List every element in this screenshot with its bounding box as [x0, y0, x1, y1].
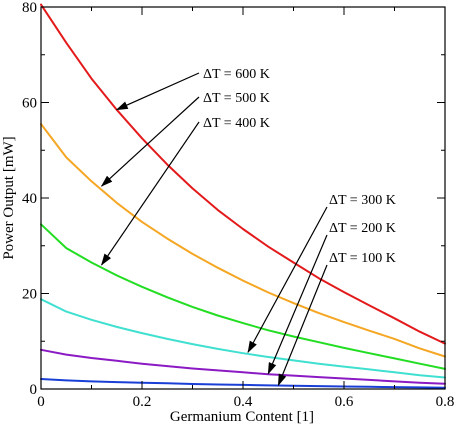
annotation-arrow [277, 264, 328, 387]
x-tick-label: 0.2 [133, 394, 152, 410]
annotation-label: ΔT = 200 K [329, 221, 396, 236]
x-axis-title: Germanium Content [1] [170, 409, 314, 425]
annotation-label: ΔT = 300 K [329, 193, 396, 208]
annotation-label: ΔT = 400 K [203, 116, 270, 131]
y-tick-label: 0 [30, 382, 38, 398]
annotation-arrow [115, 72, 200, 111]
annotation-label: ΔT = 600 K [203, 67, 270, 82]
y-tick-label: 80 [22, 0, 37, 16]
y-axis-title: Power Output [mW] [1, 136, 17, 259]
y-tick-label: 40 [22, 191, 37, 207]
annotation-label: ΔT = 100 K [329, 251, 396, 266]
tick-layer: 0 0.2 0.4 0.6 0.8 0 20 40 60 80 [22, 0, 454, 410]
series-line-4 [40, 348, 446, 385]
y-tick-label: 60 [22, 96, 37, 112]
x-tick-label: 0 [37, 394, 45, 410]
series-line-3 [40, 298, 446, 379]
x-tick-label: 0.6 [335, 394, 354, 410]
annotation-arrow [101, 121, 200, 266]
series-line-2 [40, 223, 446, 370]
series-line-0 [40, 3, 446, 345]
annotation-arrow [100, 96, 200, 187]
series-line-1 [40, 123, 446, 358]
y-tick-label: 20 [22, 287, 37, 303]
annotation-layer: ΔT = 600 K ΔT = 500 K ΔT = 400 K ΔT = 300 K… [100, 67, 396, 387]
annotation-arrow [267, 234, 328, 375]
annotation-arrow [247, 206, 328, 354]
x-tick-label: 0.8 [436, 394, 455, 410]
x-tick-label: 0.4 [234, 394, 253, 410]
annotation-label: ΔT = 500 K [203, 91, 270, 106]
